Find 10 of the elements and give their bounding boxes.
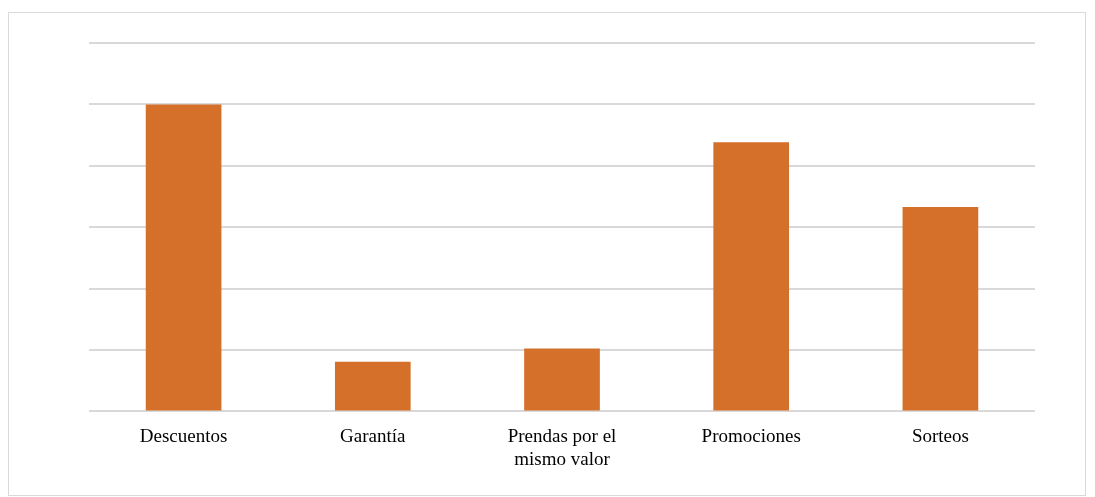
x-tick-label: Promociones (701, 424, 801, 446)
x-tick-label: Prendas por el mismo valor (507, 424, 617, 469)
x-tick-label: Garantía (340, 424, 407, 446)
bar (524, 348, 600, 411)
x-tick-label: Descuentos (139, 424, 228, 446)
bar (334, 361, 411, 411)
bar (145, 104, 222, 411)
bar (713, 142, 790, 411)
bar (902, 206, 979, 411)
x-tick-label: Sorteos (911, 424, 969, 446)
